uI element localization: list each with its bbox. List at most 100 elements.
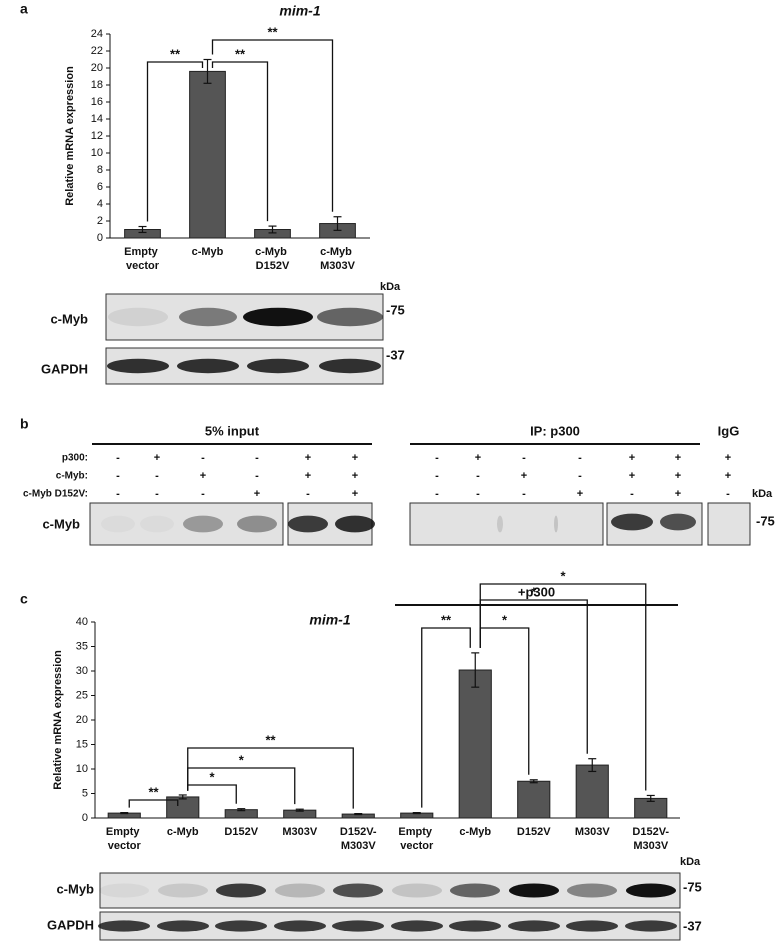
blot [409, 502, 604, 546]
blot-band [215, 920, 267, 932]
y-tick-label: 35 [76, 640, 88, 652]
x-tick-label: c-Myb D152V [255, 246, 290, 272]
row-label: p300: [62, 453, 88, 464]
error-bar [203, 58, 212, 84]
blot-band [177, 358, 239, 374]
significance-bracket [146, 61, 204, 222]
blot-band [508, 920, 560, 932]
significance-bracket [211, 39, 334, 212]
y-tick-label: 0 [97, 232, 103, 244]
sign: - [116, 470, 120, 482]
y-tick-label: 25 [76, 689, 88, 701]
sign: - [435, 470, 439, 482]
sign: + [200, 470, 206, 482]
y-tick-label: 18 [91, 79, 103, 91]
kda-label: kDa [380, 281, 401, 293]
x-tick-label: M303V [575, 826, 611, 838]
blot-band [158, 883, 208, 898]
size-marker: -75 [683, 879, 702, 894]
panel-label: b [20, 416, 29, 432]
y-axis-label: Relative mRNA expression [52, 650, 64, 790]
y-tick-label: 10 [91, 147, 103, 159]
sign: - [476, 470, 480, 482]
bar [189, 70, 226, 239]
blot-band [660, 513, 696, 531]
blot-band [391, 920, 443, 932]
blot-band [449, 920, 501, 932]
x-tick-label: D152V-M303V [340, 826, 377, 852]
sign: + [475, 452, 481, 464]
blot-band [333, 883, 383, 898]
row-label: c-Myb D152V: [23, 489, 88, 500]
blot-band [566, 920, 618, 932]
x-tick-label: Empty vector [106, 826, 143, 852]
significance-bracket [479, 599, 588, 754]
panel-label: c [20, 591, 28, 607]
blot-row-label: c-Myb [50, 311, 88, 326]
y-tick-label: 10 [76, 763, 88, 775]
blot-band [183, 515, 223, 533]
group-title: IgG [718, 423, 740, 438]
blot-band [509, 883, 559, 898]
blot-band [319, 358, 381, 374]
blot-band [497, 515, 503, 533]
sign: + [352, 488, 358, 500]
sign: + [725, 452, 731, 464]
blot-band [392, 883, 442, 898]
y-tick-label: 22 [91, 45, 103, 57]
kda-label: kDa [752, 488, 773, 500]
blot-band [243, 307, 313, 327]
significance-bracket [128, 799, 179, 808]
sign: + [675, 452, 681, 464]
sign: - [116, 488, 120, 500]
error-bar [295, 808, 304, 812]
blot-band [99, 883, 149, 898]
blot-band [275, 883, 325, 898]
blot-band [554, 515, 558, 533]
blot [99, 872, 681, 909]
x-tick-label: D152V [224, 826, 258, 838]
sign: + [352, 452, 358, 464]
sign: - [476, 488, 480, 500]
blot-band [567, 883, 617, 898]
y-tick-label: 2 [97, 215, 103, 227]
group-title: IP: p300 [530, 423, 580, 438]
bar [517, 780, 551, 819]
y-tick-label: 6 [97, 181, 103, 193]
x-tick-label: D152V [517, 826, 551, 838]
significance-label: * [502, 612, 508, 627]
blot-band [101, 516, 135, 533]
significance-label: ** [267, 24, 278, 39]
size-marker: -75 [386, 302, 405, 317]
y-tick-label: 20 [91, 62, 103, 74]
significance-bracket [211, 61, 269, 222]
size-marker: -75 [756, 513, 775, 528]
x-tick-label: M303V [282, 826, 318, 838]
blot-band [140, 516, 174, 533]
significance-bracket [187, 767, 296, 805]
blot-band [108, 307, 168, 327]
sign: - [306, 488, 310, 500]
significance-label: ** [170, 46, 181, 61]
error-bar [178, 794, 187, 800]
blot-band [247, 358, 309, 374]
group-label: +p300 [518, 584, 555, 599]
x-tick-label: c-Myb [167, 826, 199, 838]
size-marker: -37 [683, 918, 702, 933]
y-axis-label: Relative mRNA expression [64, 66, 76, 206]
blot-band [288, 515, 328, 533]
group-title: 5% input [205, 423, 260, 438]
significance-label: * [209, 769, 215, 784]
x-tick-label: c-Myb [459, 826, 491, 838]
kda-label: kDa [680, 856, 701, 868]
sign: + [305, 452, 311, 464]
blot-band [216, 883, 266, 898]
sign: + [254, 488, 260, 500]
blot-band [179, 307, 237, 327]
blot-band [335, 515, 375, 533]
y-tick-label: 12 [91, 130, 103, 142]
blot-band [317, 307, 383, 327]
sign: + [154, 452, 160, 464]
blot [89, 502, 284, 546]
